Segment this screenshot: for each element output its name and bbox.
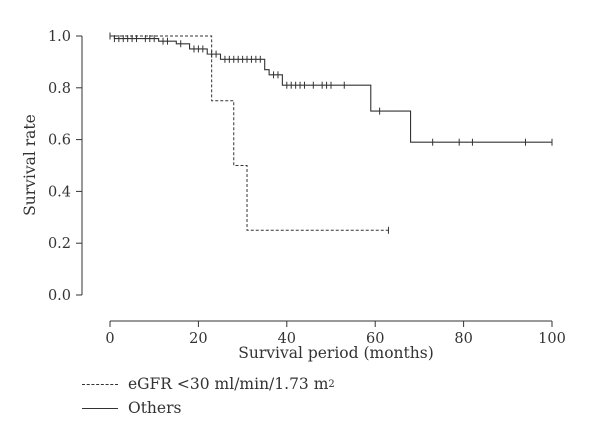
series-line-egfr (110, 35, 389, 231)
legend-swatch-solid (82, 407, 118, 409)
y-ticks: 0.0 0.2 0.4 0.6 0.8 1.0 (48, 29, 82, 304)
series-line-others (110, 35, 552, 143)
x-tick-label: 20 (189, 331, 207, 347)
legend-item-others: Others (82, 396, 335, 420)
x-tick-label: 40 (278, 331, 296, 347)
x-tick-label: 0 (105, 331, 114, 347)
y-tick-label: 1.0 (48, 29, 71, 45)
legend-label-others: Others (128, 398, 182, 417)
series-egfr (110, 35, 389, 234)
y-tick-label: 0.2 (48, 236, 71, 252)
y-tick-label: 0.8 (48, 81, 71, 97)
y-axis-label: Survival rate (21, 114, 39, 216)
x-tick-label: 60 (366, 331, 384, 347)
chart-svg: 0.0 0.2 0.4 0.6 0.8 1.0 0 20 40 60 80 100 Survival… (21, 29, 566, 362)
y-tick-label: 0.0 (48, 288, 71, 304)
axes (81, 36, 552, 322)
series-others (109, 32, 553, 146)
legend-swatch-dashed (82, 383, 118, 385)
series-layer (109, 32, 553, 234)
legend-label-egfr-superscript: 2 (328, 378, 335, 390)
y-tick-label: 0.4 (48, 184, 71, 200)
y-tick-label: 0.6 (48, 133, 71, 149)
x-ticks: 0 20 40 60 80 100 (105, 321, 566, 347)
x-tick-label: 100 (538, 331, 566, 347)
legend-label-egfr: eGFR <30 ml/min/1.73 m (128, 374, 329, 393)
x-axis-label: Survival period (months) (238, 344, 434, 362)
x-tick-label: 80 (454, 331, 472, 347)
